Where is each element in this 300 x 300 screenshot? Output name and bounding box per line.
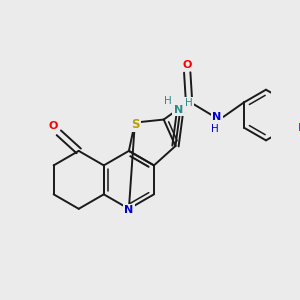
Text: H: H	[164, 96, 172, 106]
Text: H: H	[211, 124, 218, 134]
Text: S: S	[132, 118, 140, 131]
Text: O: O	[49, 122, 58, 131]
Text: N: N	[212, 112, 222, 122]
Text: N: N	[174, 105, 183, 115]
Text: O: O	[182, 60, 192, 70]
Text: N: N	[124, 205, 134, 215]
Text: F: F	[298, 123, 300, 133]
Text: H: H	[185, 98, 193, 108]
